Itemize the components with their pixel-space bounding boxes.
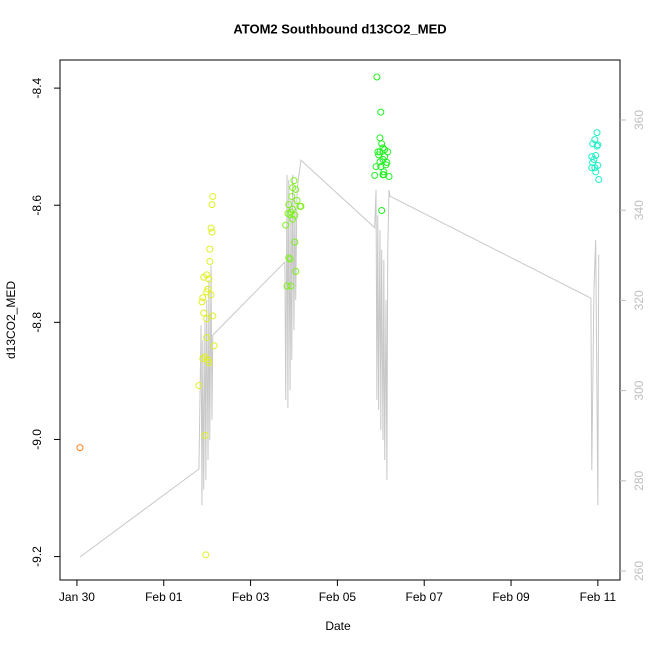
data-point [588,164,596,172]
x-tick-label: Feb 07 [406,590,444,604]
data-point [206,245,214,253]
data-point [204,285,212,293]
data-point [208,201,216,209]
data-point [374,148,382,156]
y-tick-label: -8.6 [30,195,44,216]
data-line [79,159,600,558]
data-point [208,228,216,236]
data-point [292,185,300,193]
y-tick-label: -8.4 [30,77,44,98]
data-point [200,309,208,317]
data-point [594,141,602,149]
data-point [209,192,217,200]
data-point [204,356,212,364]
data-point [287,282,295,290]
x-tick-label: Feb 09 [492,590,530,604]
data-point [203,271,211,279]
data-point [372,163,380,171]
data-point [203,315,211,323]
data-point [592,168,600,176]
data-point [378,140,386,148]
y-axis-label: d13CO2_MED [4,281,18,359]
data-point [210,342,218,350]
chart-title: ATOM2 Southbound d13CO2_MED [233,21,446,36]
data-point [593,129,601,137]
data-point [379,171,387,179]
plot-frame [59,59,621,581]
y2-tick-label: 280 [632,470,646,490]
data-point [592,151,600,159]
data-point [380,168,388,176]
y2-tick-label: 320 [632,290,646,310]
data-point [205,275,213,283]
data-point [206,257,214,265]
data-point [591,136,599,144]
x-axis-label: Date [325,619,351,633]
data-point [286,255,294,263]
x-tick-label: Feb 01 [145,590,183,604]
x-tick-label: Feb 11 [580,590,617,604]
data-point [384,148,392,156]
data-point [291,238,299,246]
y2-tick-label: 300 [632,380,646,400]
data-point [371,171,379,179]
data-point [377,108,385,116]
y-tick-label: -8.8 [30,312,44,333]
data-point [292,267,300,275]
data-point [76,444,84,452]
x-tick-label: Feb 03 [232,590,270,604]
data-point [379,144,387,152]
data-point [385,173,393,181]
data-point [383,158,391,166]
x-tick-label: Jan 30 [59,590,95,604]
data-point [293,197,301,205]
data-point [289,205,297,213]
data-point [199,294,207,302]
y2-tick-label: 260 [632,561,646,581]
data-point [288,192,296,200]
data-point [207,224,215,232]
data-point [199,355,207,363]
data-point [593,142,601,150]
data-point [203,334,211,342]
data-point [285,201,293,209]
data-point [297,202,305,210]
data-point [195,382,203,390]
data-point [198,298,206,306]
y2-tick-label: 340 [632,200,646,220]
data-point [595,175,603,183]
data-point [209,312,217,320]
data-point [378,206,386,214]
data-point [289,215,297,223]
data-point [373,73,381,81]
x-tick-label: Feb 05 [319,590,357,604]
data-point [291,211,299,219]
y-tick-label: -9.0 [30,429,44,450]
data-point [202,551,210,559]
y-tick-label: -9.2 [30,546,44,567]
data-point [282,221,290,229]
data-point [589,158,597,166]
data-point [290,177,298,185]
y2-tick-label: 360 [632,110,646,130]
data-point [205,359,213,367]
data-point [283,282,291,290]
data-point [201,431,209,439]
data-point [285,254,293,262]
data-point [594,161,602,169]
data-point [207,291,215,299]
